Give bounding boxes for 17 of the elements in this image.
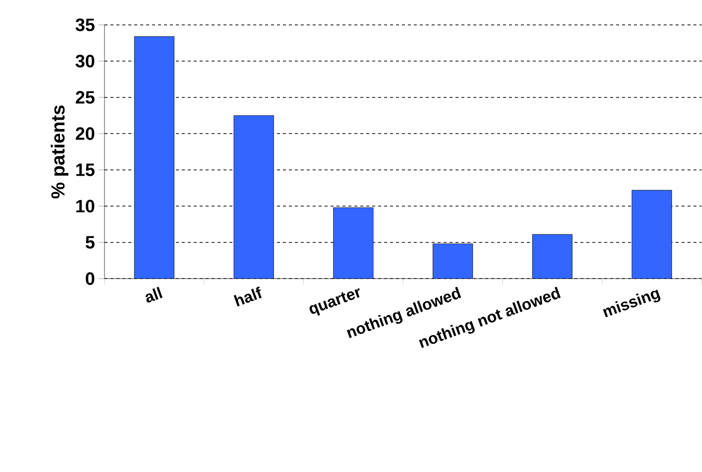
x-tick-label: half <box>234 286 262 307</box>
bar <box>532 234 572 279</box>
y-tick-label: 0 <box>86 272 94 286</box>
bar <box>333 208 374 279</box>
y-tick-label: 35 <box>76 18 95 32</box>
y-axis-title: % patients <box>50 106 68 199</box>
bar <box>234 116 274 279</box>
y-tick-label: 25 <box>76 91 95 104</box>
bar <box>632 190 672 279</box>
y-tick-label: 20 <box>76 127 94 140</box>
y-tick-label: 15 <box>76 164 95 176</box>
bar <box>134 36 174 279</box>
bar <box>432 244 473 279</box>
y-tick-label: 5 <box>86 236 95 249</box>
y-tick-label: 10 <box>76 200 94 213</box>
x-tick-label: all <box>146 286 163 303</box>
y-tick-label: 30 <box>76 54 94 68</box>
